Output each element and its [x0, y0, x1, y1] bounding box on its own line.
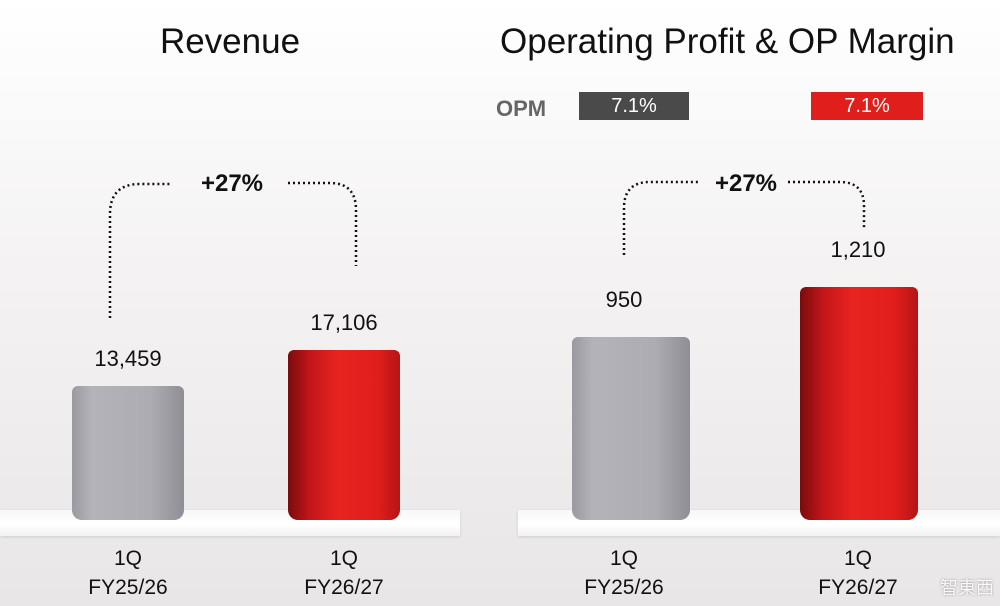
operating-profit-growth-connector — [622, 180, 866, 255]
revenue-category-fy25-26: 1Q FY25/26 — [48, 544, 208, 602]
operating-profit-value-fy25-26: 950 — [605, 287, 643, 312]
operating-profit-category-fy26-27: 1Q FY26/27 — [778, 544, 938, 602]
revenue-category-fy26-27: 1Q FY26/27 — [264, 544, 424, 602]
operating-profit-title: Operating Profit & OP Margin — [500, 22, 955, 61]
category-quarter: 1Q — [843, 547, 872, 570]
category-year: FY25/26 — [88, 576, 168, 599]
operating-profit-bar-fy26-27 — [800, 287, 918, 520]
revenue-growth-label: +27% — [200, 170, 264, 197]
opm-label: OPM — [496, 96, 547, 121]
operating-profit-category-fy25-26: 1Q FY25/26 — [544, 544, 704, 602]
category-year: FY26/27 — [818, 576, 898, 599]
operating-profit-panel: Operating Profit & OP Margin OPM 7.1% 7.… — [490, 0, 1000, 606]
operating-profit-bar-fy25-26 — [572, 337, 690, 520]
operating-profit-value-fy26-27: 1,210 — [830, 237, 886, 262]
revenue-value-fy25-26: 13,459 — [94, 346, 162, 371]
operating-profit-growth-label: +27% — [714, 170, 778, 197]
opm-value-fy25-26: 7.1% — [579, 92, 689, 120]
revenue-value-fy26-27: 17,106 — [310, 310, 378, 335]
revenue-bar-fy26-27 — [288, 350, 400, 520]
watermark-logo: 智東西 — [940, 578, 994, 598]
revenue-growth-connector — [108, 181, 358, 318]
category-quarter: 1Q — [329, 547, 358, 570]
revenue-panel: Revenue +27% 13,459 17,106 1Q FY25/26 1Q… — [0, 0, 470, 606]
category-quarter: 1Q — [609, 547, 638, 570]
category-quarter: 1Q — [113, 547, 142, 570]
category-year: FY26/27 — [304, 576, 384, 599]
opm-value-fy26-27: 7.1% — [811, 92, 923, 120]
revenue-title: Revenue — [159, 22, 301, 61]
revenue-bar-fy25-26 — [72, 386, 184, 520]
category-year: FY25/26 — [584, 576, 664, 599]
